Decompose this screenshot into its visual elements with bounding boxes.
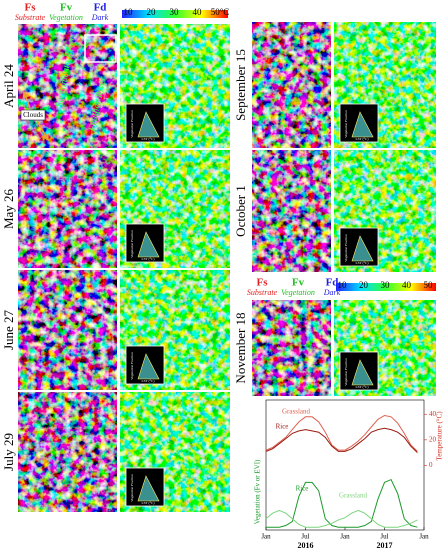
header-symbol: Fs bbox=[257, 277, 269, 289]
false-color-image bbox=[18, 24, 117, 148]
plot-frame bbox=[265, 399, 425, 531]
inset-label: Vegetation Fraction bbox=[130, 352, 134, 380]
inset-scatter bbox=[137, 111, 160, 138]
inset-scatter bbox=[137, 231, 160, 258]
date-label: April 24 bbox=[1, 64, 16, 108]
header-label: Substrate bbox=[15, 13, 46, 22]
false-color-image bbox=[252, 22, 331, 148]
clouds-box bbox=[20, 109, 46, 121]
header-symbol: Fv bbox=[292, 277, 305, 289]
inset-scatter bbox=[351, 111, 374, 138]
y2-tick-label: 0 bbox=[429, 461, 433, 469]
colorbar bbox=[122, 10, 228, 18]
arrow bbox=[22, 90, 31, 109]
date-label: June 27 bbox=[1, 309, 16, 350]
header-symbol: Fs bbox=[25, 2, 37, 14]
study-box bbox=[84, 34, 117, 63]
colorbar-tick: 20 bbox=[147, 7, 157, 17]
colorbar-tick: 30 bbox=[381, 280, 391, 290]
false-color-image bbox=[252, 150, 331, 272]
date-label: October 1 bbox=[233, 185, 248, 237]
inset-label: LST (°C) bbox=[355, 385, 369, 389]
colorbar bbox=[336, 283, 436, 291]
false-color-image bbox=[18, 150, 117, 268]
false-color-image bbox=[252, 300, 331, 396]
x-tick-label: Jan bbox=[419, 533, 429, 541]
false-color-image bbox=[18, 392, 117, 512]
y2-tick-label: 20 bbox=[429, 435, 437, 443]
inset-scatter bbox=[351, 235, 374, 262]
inset-label: LST (°C) bbox=[141, 137, 155, 141]
series-line bbox=[265, 414, 418, 452]
inset-label: Vegetation Fraction bbox=[130, 230, 134, 258]
date-label: November 18 bbox=[233, 312, 248, 383]
inset-label: LST (°C) bbox=[355, 137, 369, 141]
header-label: Dark bbox=[91, 13, 109, 22]
inset-scatter bbox=[351, 359, 374, 386]
inset-label: Vegetation Fraction bbox=[344, 110, 348, 138]
colorbar-tick: 50°C bbox=[211, 7, 230, 17]
x-tick-label: Jan bbox=[340, 533, 350, 541]
header-label: Dark bbox=[323, 288, 341, 297]
x-tick-label: Jul bbox=[301, 533, 309, 541]
year-label: 2016 bbox=[298, 541, 314, 550]
header-symbol: Fd bbox=[94, 2, 107, 14]
inset-label: LST (°C) bbox=[141, 257, 155, 261]
header-label: Substrate bbox=[247, 288, 278, 297]
date-label: July 29 bbox=[1, 433, 16, 471]
colorbar-tick: 10 bbox=[124, 7, 134, 17]
inset-label: LST (°C) bbox=[355, 261, 369, 265]
series-line bbox=[265, 427, 418, 453]
inset-label: Vegetation Fraction bbox=[344, 234, 348, 262]
y-axis-label: Vegetation (Fv or EVI) bbox=[254, 459, 262, 524]
series-line bbox=[265, 509, 418, 528]
inset-label: LST (°C) bbox=[141, 501, 155, 505]
false-color-image bbox=[18, 270, 117, 390]
y2-axis-label: Temperature (°C) bbox=[436, 411, 444, 461]
inset-label: Vegetation Fraction bbox=[130, 474, 134, 502]
year-label: 2017 bbox=[377, 541, 393, 550]
header-label: Vegetation bbox=[281, 288, 315, 297]
inset-label: Vegetation Fraction bbox=[344, 358, 348, 386]
series-label: Rice bbox=[296, 485, 309, 493]
colorbar-tick: 10 bbox=[338, 280, 348, 290]
colorbar-tick: 20 bbox=[359, 280, 369, 290]
colorbar-tick: 30 bbox=[170, 7, 180, 17]
inset-label: LST (°C) bbox=[141, 379, 155, 383]
inset-scatter bbox=[137, 475, 160, 502]
colorbar-tick: 40 bbox=[193, 7, 203, 17]
inset-scatter bbox=[137, 353, 160, 380]
arrow bbox=[37, 121, 49, 142]
colorbar-tick: 50 bbox=[424, 280, 434, 290]
header-symbol: Fv bbox=[60, 2, 73, 14]
x-tick-label: Jul bbox=[380, 533, 388, 541]
y2-tick-label: 40 bbox=[429, 410, 437, 418]
x-tick-label: Jan bbox=[261, 533, 271, 541]
inset-label: Vegetation Fraction bbox=[130, 110, 134, 138]
series-label: Grassland bbox=[282, 408, 310, 416]
clouds-label: Clouds bbox=[23, 111, 43, 119]
series-label: Grassland bbox=[339, 492, 367, 500]
date-label: September 15 bbox=[233, 49, 248, 121]
series-label: Rice bbox=[276, 423, 289, 431]
colorbar-tick: 40 bbox=[402, 280, 412, 290]
date-label: May 26 bbox=[1, 188, 16, 229]
header-label: Vegetation bbox=[49, 13, 83, 22]
series-line bbox=[266, 478, 418, 528]
header-symbol: Fd bbox=[326, 277, 339, 289]
